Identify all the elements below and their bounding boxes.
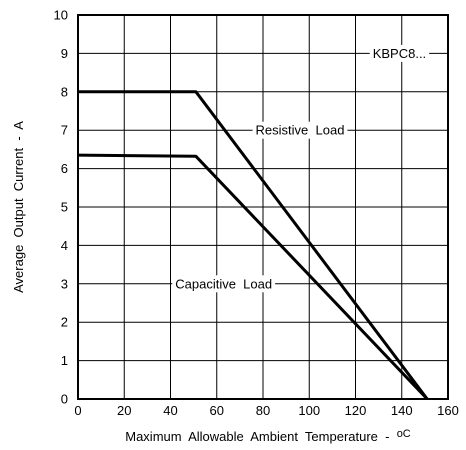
x-tick-label-5: 100 — [298, 403, 320, 418]
x-tick-label-3: 60 — [210, 403, 224, 418]
y-tick-label-10: 10 — [54, 8, 68, 23]
series-line-1 — [77, 153, 429, 401]
x-tick-label-7: 140 — [391, 403, 413, 418]
x-tick-label-2: 40 — [163, 403, 177, 418]
y-tick-label-5: 5 — [61, 200, 68, 215]
y-tick-label-7: 7 — [61, 123, 68, 138]
series-line-0 — [78, 90, 429, 400]
x-tick-label-6: 120 — [345, 403, 367, 418]
x-axis-unit: oC — [397, 428, 411, 440]
y-tick-label-9: 9 — [61, 46, 68, 61]
x-tick-label-0: 0 — [74, 403, 81, 418]
y-tick-label-0: 0 — [61, 392, 68, 407]
grid — [78, 15, 448, 399]
annotations: KBPC8... Resistive Load Capacitive Load — [172, 44, 430, 293]
y-tick-label-1: 1 — [61, 353, 68, 368]
x-axis-title: Maximum Allowable Ambient Temperature - … — [125, 428, 411, 444]
y-tick-label-3: 3 — [61, 276, 68, 291]
x-axis-title-text: Maximum Allowable Ambient Temperature - — [125, 429, 396, 444]
annotation-label-0: KBPC8... — [373, 46, 426, 61]
series-lines — [77, 90, 429, 401]
y-axis-title: Average Output Current - A — [11, 121, 26, 293]
y-tick-label-8: 8 — [61, 84, 68, 99]
annotation-label-2: Capacitive Load — [175, 276, 272, 291]
annotation-background-0 — [369, 44, 430, 62]
annotation-background-1 — [252, 121, 348, 139]
x-tick-labels: 0 20 40 60 80 100 120 140 160 — [74, 403, 458, 418]
y-tick-label-6: 6 — [61, 161, 68, 176]
plot-frame — [77, 14, 449, 400]
y-tick-label-4: 4 — [61, 238, 68, 253]
x-tick-label-1: 20 — [117, 403, 131, 418]
y-tick-labels: 0 1 2 3 4 5 6 7 8 9 10 — [54, 8, 68, 407]
y-tick-label-2: 2 — [61, 315, 68, 330]
x-tick-label-8: 160 — [437, 403, 459, 418]
x-tick-label-4: 80 — [256, 403, 270, 418]
annotation-label-1: Resistive Load — [256, 123, 345, 138]
annotation-background-2 — [172, 275, 276, 293]
